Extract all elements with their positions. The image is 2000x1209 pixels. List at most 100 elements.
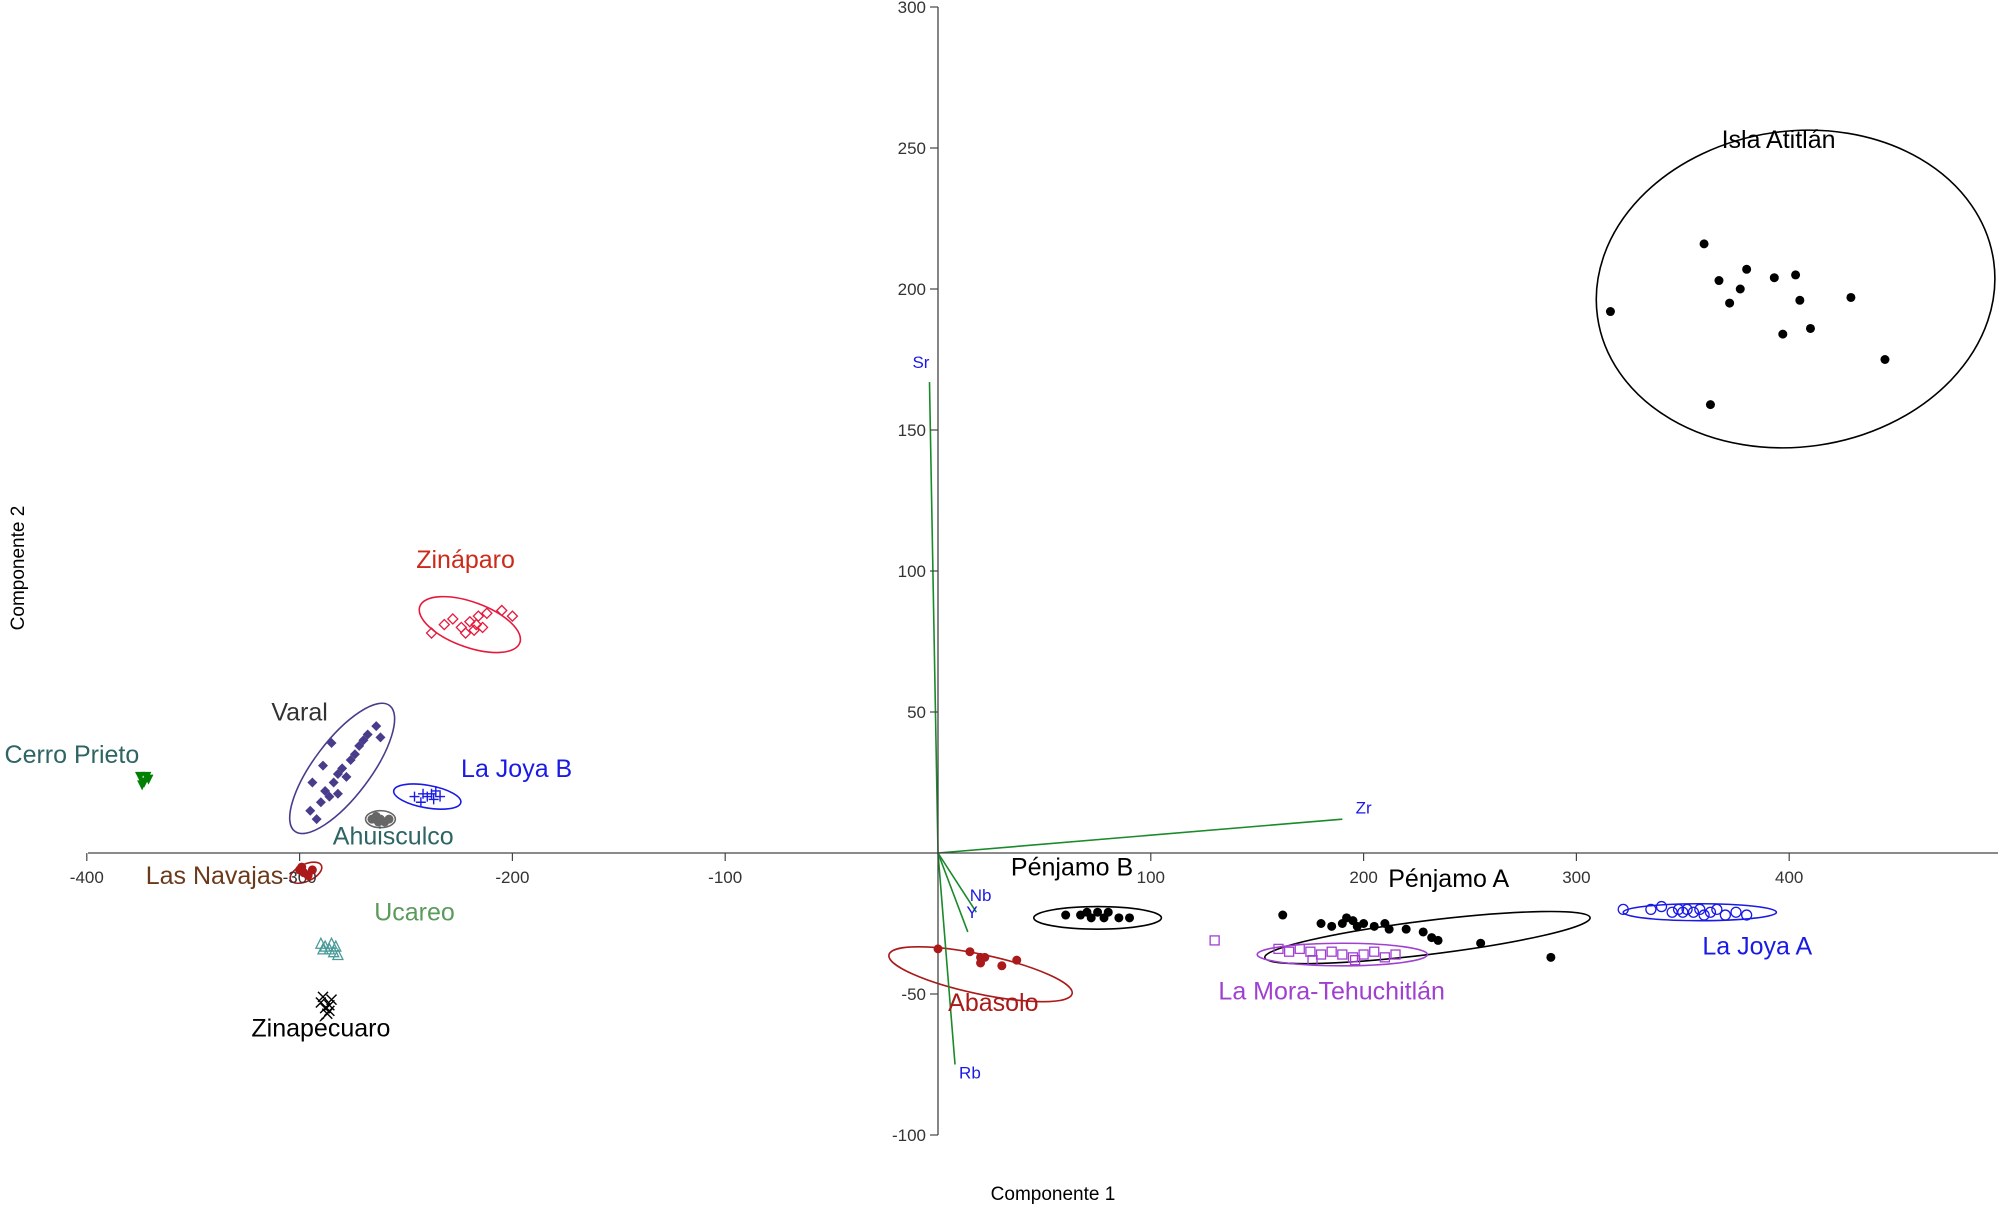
penjamo-a-point [1418, 927, 1428, 937]
loading-label-nb: Nb [970, 886, 992, 905]
zinaparo-point [455, 621, 468, 634]
zinaparo-point [476, 621, 489, 634]
abasolo-point [933, 944, 943, 954]
las-navajas-label: Las Navajas [146, 862, 284, 890]
penjamo-b-label: Pénjamo B [1011, 854, 1133, 882]
loading-vector-rb [937, 852, 956, 1065]
penjamo-b-point [1103, 907, 1113, 917]
y-tick-label: 200 [898, 280, 926, 299]
penjamo-b-point [1125, 913, 1135, 923]
varal-point [328, 777, 339, 788]
zinapecuaro-point [315, 996, 327, 1008]
y-tick-label: 300 [898, 0, 926, 17]
la-mora-tehuchitlan-point [1315, 949, 1327, 960]
la-joya-a-point [1704, 906, 1717, 918]
la-joya-b-point [409, 791, 420, 802]
la-joya-a-point [1719, 909, 1732, 921]
x-tick-label: -100 [708, 868, 742, 887]
penjamo-a-point [1278, 910, 1288, 920]
zinaparo-point [425, 627, 438, 639]
la-mora-tehuchitlan-point [1390, 949, 1401, 960]
zinaparo-point [470, 618, 483, 631]
penjamo-a-point [1433, 935, 1443, 945]
la-joya-b-label: La Joya B [461, 755, 572, 783]
group-labels: Isla Atitlán Zináparo Varal Cerro Prieto La … [5, 126, 1836, 1042]
la-joya-a-point [1687, 906, 1700, 918]
zinaparo-label: Zináparo [416, 546, 515, 574]
varal-point [326, 738, 337, 749]
la-mora-tehuchitlan-point [1337, 949, 1348, 960]
la-joya-b-point [428, 794, 439, 805]
data-points [135, 239, 1890, 1020]
penjamo-a-point [1546, 952, 1556, 962]
x-tick-label: 300 [1562, 868, 1590, 887]
penjamo-b-point [1093, 907, 1103, 917]
varal-point [307, 777, 318, 788]
varal-point [337, 763, 348, 774]
la-joya-a-point [1730, 906, 1742, 918]
la-mora-tehuchitlan-ellipse [1256, 942, 1429, 967]
isla-atitlan-point [1699, 239, 1709, 249]
ucareo-point [329, 939, 342, 952]
zinapecuaro-point [326, 994, 338, 1006]
isla-atitlan-label: Isla Atitlán [1722, 126, 1836, 154]
varal-point [362, 729, 373, 740]
la-mora-tehuchitlan-point [1305, 946, 1316, 957]
la-mora-tehuchitlan-point [1358, 949, 1369, 960]
la-joya-a-point [1711, 903, 1723, 916]
penjamo-b-point [1114, 913, 1124, 923]
la-joya-a-point [1694, 903, 1706, 916]
la-mora-tehuchitlan-point [1349, 955, 1361, 966]
isla-atitlan-point [1846, 292, 1856, 302]
la-joya-a-point [1740, 909, 1753, 921]
zinaparo-point [438, 618, 451, 631]
isla-atitlan-point [1714, 276, 1724, 286]
x-axis-title: Componente 1 [991, 1184, 1116, 1205]
abasolo-point [980, 952, 990, 962]
zinaparo-point [459, 627, 472, 639]
la-mora-tehuchitlan-point [1283, 946, 1295, 957]
penjamo-a-point [1327, 921, 1337, 931]
loading-vector-nb [937, 852, 977, 913]
varal-point [318, 760, 329, 771]
abasolo-point [997, 961, 1007, 971]
isla-atitlan-point [1778, 329, 1788, 339]
penjamo-a-point [1476, 938, 1486, 948]
y-tick-label: 100 [898, 562, 926, 581]
zinaparo-point [446, 613, 459, 625]
la-joya-a-point [1698, 909, 1710, 921]
isla-atitlan-point [1769, 273, 1779, 283]
la-mora-tehuchitlan-point [1347, 952, 1359, 963]
penjamo-a-point [1316, 919, 1326, 928]
ahuisculco-point [384, 814, 394, 824]
loading-vectors: Sr Zr NbY Rb [912, 353, 1371, 1083]
zinaparo-point [480, 607, 493, 620]
varal-label: Varal [271, 698, 328, 726]
zinapecuaro-point [323, 1005, 335, 1017]
ucareo-point [331, 948, 344, 961]
isla-atitlan-point [1725, 298, 1735, 308]
la-joya-b-point [435, 791, 446, 802]
varal-point [371, 721, 382, 732]
penjamo-b-point [1086, 913, 1096, 923]
y-tick-label: 250 [898, 139, 926, 158]
varal-point [311, 814, 322, 825]
las-navajas-point [297, 862, 307, 872]
la-mora-tehuchitlan-point [1209, 935, 1220, 946]
varal-point [324, 791, 335, 802]
la-joya-a-point [1645, 903, 1657, 916]
varal-point [305, 805, 316, 816]
la-joya-b-ellipse [392, 783, 462, 810]
la-mora-tehuchitlan-point [1326, 946, 1337, 957]
isla-atitlan-point [1795, 295, 1805, 305]
x-tick-label: 200 [1349, 868, 1377, 887]
penjamo-b-ellipse [1032, 905, 1163, 930]
ucareo-point [316, 942, 330, 955]
x-tick-label: -200 [495, 868, 529, 887]
varal-point [332, 788, 343, 799]
loading-vector-sr [928, 382, 939, 854]
zinaparo-point [495, 604, 508, 617]
ahuisculco-label: Ahuisculco [333, 823, 454, 851]
zinaparo-point [472, 610, 485, 623]
loading-label-zr: Zr [1356, 799, 1372, 818]
